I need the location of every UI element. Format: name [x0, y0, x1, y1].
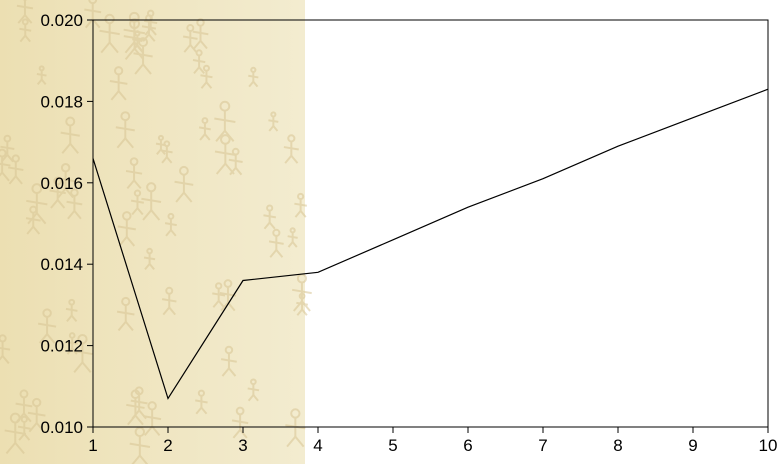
y-tick-label: 0.016	[40, 174, 83, 193]
series-line	[92, 88, 769, 400]
y-tick-label: 0.014	[40, 255, 83, 274]
y-axis-ticks: 0.010 0.012 0.014 0.016 0.018 0.020	[40, 11, 93, 437]
axes	[92, 19, 769, 428]
axes-frame	[92, 19, 769, 428]
x-tick-label: 4	[313, 436, 322, 455]
x-axis-ticks: 1 2 3 4 5 6 7 8 9 10	[88, 427, 777, 455]
x-tick-label: 7	[538, 436, 547, 455]
texture-fill	[0, 0, 305, 464]
x-tick-label: 1	[88, 436, 97, 455]
x-tick-label: 5	[388, 436, 397, 455]
textured-background	[0, 0, 312, 464]
x-tick-label: 3	[238, 436, 247, 455]
y-tick-label: 0.012	[40, 337, 83, 356]
texture-marks	[0, 0, 312, 464]
x-tick-label: 8	[613, 436, 622, 455]
y-tick-label: 0.020	[40, 11, 83, 30]
y-tick-label: 0.010	[40, 418, 83, 437]
x-tick-label: 10	[759, 436, 778, 455]
x-tick-label: 9	[688, 436, 697, 455]
x-tick-label: 6	[463, 436, 472, 455]
series-layer	[92, 88, 769, 400]
y-tick-label: 0.018	[40, 92, 83, 111]
x-tick-label: 2	[163, 436, 172, 455]
